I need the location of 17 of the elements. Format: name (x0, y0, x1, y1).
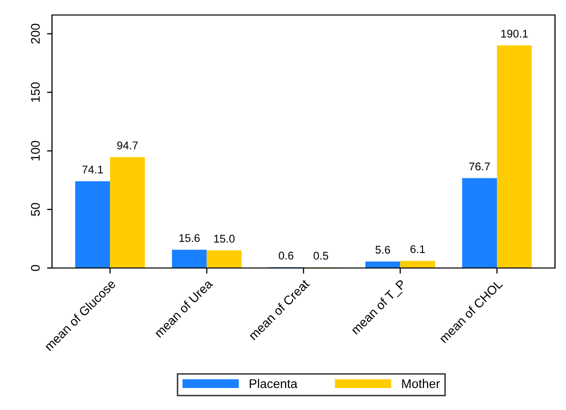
data-label: 6.1 (410, 245, 425, 254)
data-label: 74.1 (82, 166, 103, 174)
y-tick-label: 150 (30, 82, 40, 102)
legend-label: Mother (402, 378, 440, 388)
data-label: 94.7 (117, 141, 138, 150)
y-tick-label: 100 (30, 140, 40, 160)
data-label: 15.6 (179, 234, 200, 242)
legend-label: Placenta (250, 378, 298, 388)
data-label: 190.1 (501, 30, 528, 38)
y-tick-label: 200 (30, 24, 40, 44)
data-label: 0.5 (314, 252, 328, 260)
data-label: 76.7 (469, 162, 490, 170)
y-tick-label: 0 (30, 265, 40, 271)
data-label: 15.0 (214, 234, 235, 243)
y-tick-label: 50 (30, 202, 40, 216)
data-label: 0.6 (278, 252, 294, 260)
data-label: 5.6 (376, 246, 390, 254)
